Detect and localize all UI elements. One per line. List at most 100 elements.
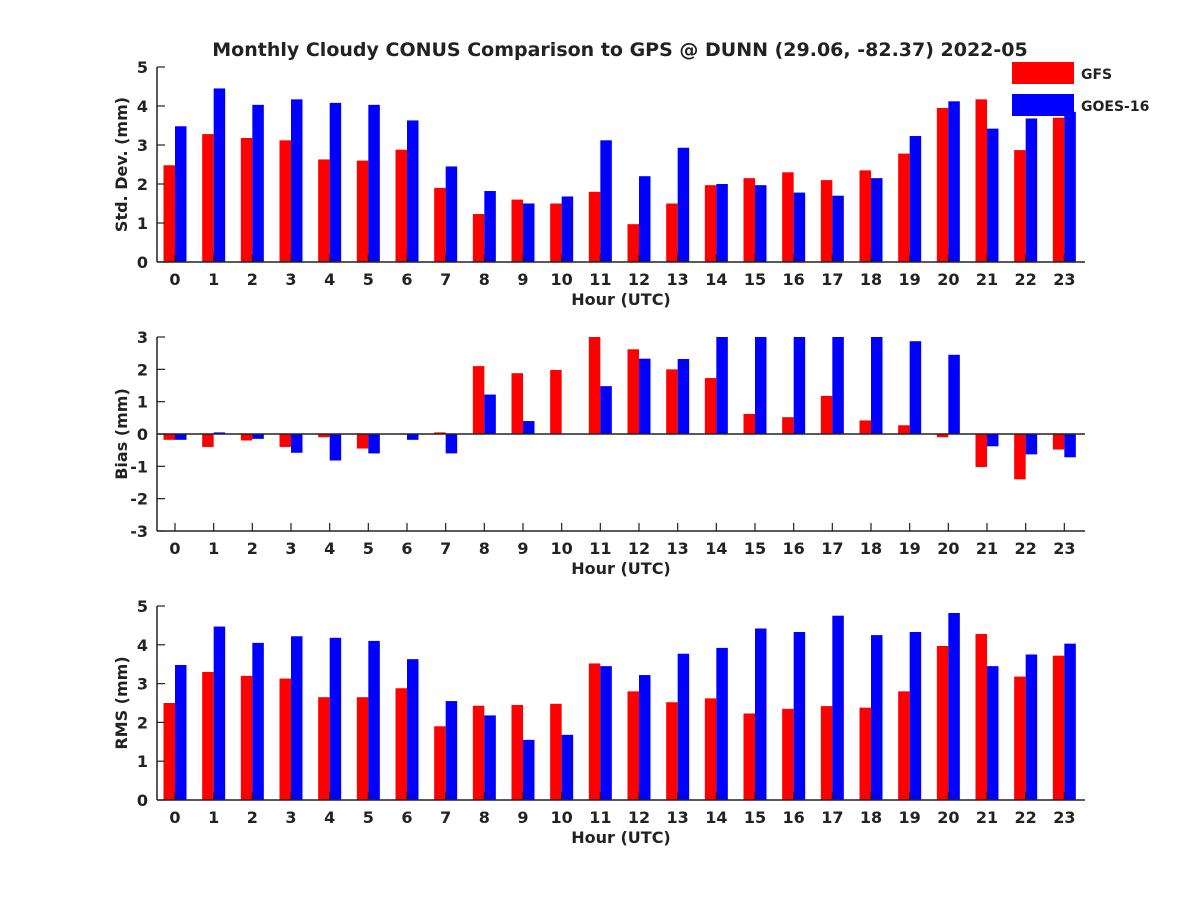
- bar-gfs-hour-2: [240, 675, 253, 800]
- x-tick-label: 11: [589, 808, 611, 827]
- x-tick-label: 20: [937, 270, 959, 289]
- bar-gfs-hour-20: [936, 434, 949, 438]
- x-tick-label: 10: [551, 808, 573, 827]
- bar-gfs-hour-5: [356, 434, 369, 449]
- y-tick-label: -3: [130, 522, 148, 541]
- legend-swatch-gfs: [1012, 62, 1074, 84]
- bar-gfs-hour-8: [472, 366, 485, 434]
- x-tick-label: 22: [1015, 539, 1037, 558]
- bar-goes16-hour-7: [445, 701, 458, 800]
- chart-title: Monthly Cloudy CONUS Comparison to GPS @…: [212, 39, 1027, 61]
- bar-goes16-hour-3: [291, 434, 303, 453]
- x-tick-label: 3: [285, 808, 296, 827]
- bar-goes16-hour-8: [484, 394, 496, 434]
- bar-goes16-hour-6: [407, 120, 419, 263]
- bar-goes16-hour-4: [329, 434, 342, 461]
- x-tick-label: 13: [667, 539, 689, 558]
- bar-goes16-hour-9: [523, 739, 535, 800]
- y-tick-label: 4: [137, 97, 148, 116]
- y-tick-label: 1: [137, 393, 148, 412]
- x-tick-label: 21: [976, 270, 998, 289]
- bar-gfs-hour-11: [588, 191, 601, 262]
- x-tick-label: 4: [324, 808, 335, 827]
- x-tick-label: 20: [937, 808, 959, 827]
- bar-goes16-hour-0: [175, 664, 187, 800]
- bar-gfs-hour-12: [627, 349, 639, 434]
- bar-gfs-hour-0: [163, 703, 175, 800]
- bar-gfs-hour-0: [163, 434, 175, 440]
- bar-gfs-hour-19: [898, 691, 910, 800]
- bar-goes16-hour-11: [600, 140, 612, 262]
- bar-goes16-hour-9: [523, 203, 535, 262]
- bar-goes16-hour-23: [1064, 111, 1076, 262]
- bar-gfs-hour-3: [279, 140, 291, 262]
- bar-gfs-hour-5: [356, 160, 369, 262]
- y-tick-label: 1: [137, 214, 148, 233]
- bar-goes16-hour-16: [793, 337, 806, 434]
- x-tick-label: 8: [479, 270, 490, 289]
- x-tick-label: 9: [517, 808, 528, 827]
- x-tick-label: 14: [705, 808, 727, 827]
- bar-goes16-hour-16: [793, 631, 806, 800]
- bar-goes16-hour-5: [368, 104, 380, 262]
- bar-gfs-hour-5: [356, 697, 369, 800]
- bar-gfs-hour-23: [1052, 434, 1065, 450]
- bar-gfs-hour-15: [743, 178, 755, 262]
- x-tick-label: 1: [208, 539, 219, 558]
- x-tick-label: 13: [667, 270, 689, 289]
- bar-goes16-hour-20: [948, 101, 960, 262]
- x-tick-label: 14: [705, 539, 727, 558]
- x-tick-label: 22: [1015, 270, 1037, 289]
- bar-gfs-hour-9: [511, 373, 523, 434]
- x-tick-label: 16: [783, 270, 805, 289]
- bar-goes16-hour-7: [445, 166, 458, 262]
- bar-goes16-hour-18: [871, 635, 883, 800]
- bar-gfs-hour-23: [1052, 117, 1065, 262]
- x-tick-label: 10: [551, 270, 573, 289]
- y-tick-label: 2: [137, 713, 148, 732]
- bar-gfs-hour-4: [318, 159, 330, 262]
- x-tick-label: 12: [628, 808, 650, 827]
- x-axis-label: Hour (UTC): [571, 290, 671, 309]
- bar-goes16-hour-17: [832, 195, 844, 262]
- legend: GFS GOES-16: [1012, 62, 1149, 116]
- bar-goes16-hour-5: [368, 640, 380, 800]
- x-tick-label: 0: [169, 808, 180, 827]
- x-tick-label: 1: [208, 808, 219, 827]
- bar-goes16-hour-9: [523, 421, 535, 434]
- bar-goes16-hour-12: [639, 358, 651, 434]
- x-tick-label: 12: [628, 270, 650, 289]
- x-tick-label: 8: [479, 808, 490, 827]
- bar-goes16-hour-7: [445, 434, 458, 454]
- bar-goes16-hour-13: [677, 358, 690, 434]
- bar-goes16-hour-0: [175, 434, 187, 440]
- x-tick-label: 20: [937, 539, 959, 558]
- bar-gfs-hour-17: [820, 180, 833, 262]
- legend-label-goes16: GOES-16: [1081, 99, 1149, 115]
- bar-gfs-hour-1: [202, 434, 214, 447]
- bar-goes16-hour-18: [871, 337, 883, 434]
- bar-goes16-hour-20: [948, 612, 960, 800]
- x-tick-label: 17: [821, 270, 843, 289]
- bar-gfs-hour-6: [395, 149, 407, 262]
- bar-gfs-hour-8: [472, 214, 485, 262]
- bar-gfs-hour-3: [279, 678, 291, 800]
- bar-goes16-hour-4: [329, 102, 342, 262]
- y-tick-label: 5: [137, 58, 148, 77]
- x-tick-label: 6: [401, 808, 412, 827]
- bar-gfs-hour-7: [434, 187, 446, 262]
- bar-goes16-hour-3: [291, 636, 303, 800]
- bar-goes16-hour-6: [407, 659, 419, 800]
- x-tick-label: 3: [285, 270, 296, 289]
- bar-gfs-hour-17: [820, 706, 833, 800]
- y-tick-label: 0: [137, 253, 148, 272]
- bar-gfs-hour-2: [240, 434, 253, 441]
- bar-goes16-hour-21: [987, 666, 999, 800]
- bar-goes16-hour-12: [639, 675, 651, 800]
- bar-gfs-hour-19: [898, 153, 910, 262]
- x-tick-label: 12: [628, 539, 650, 558]
- x-tick-label: 9: [517, 270, 528, 289]
- bar-goes16-hour-8: [484, 715, 496, 800]
